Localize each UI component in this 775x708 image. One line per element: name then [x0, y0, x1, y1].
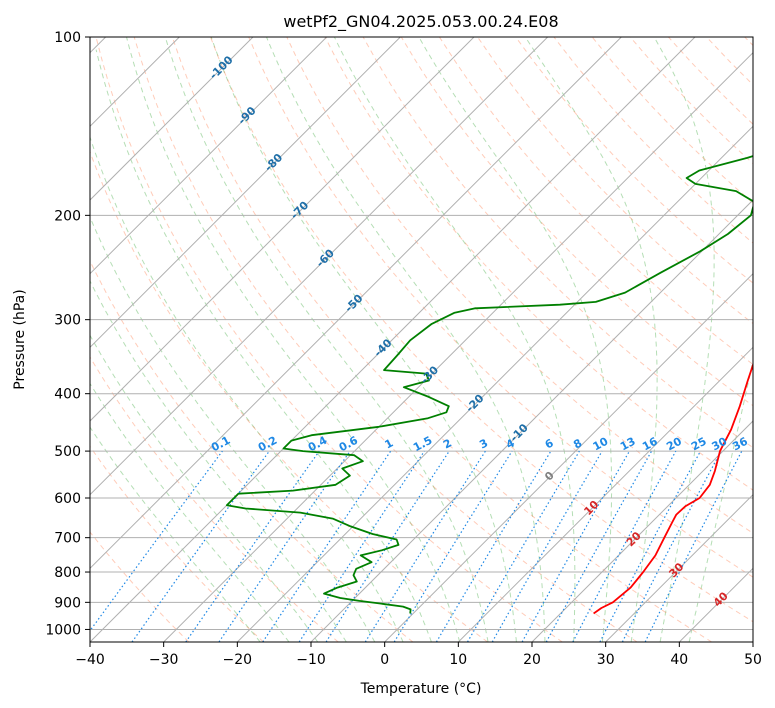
moist-adiabat [333, 37, 576, 642]
moist-adiabat [164, 37, 489, 642]
dewpoint-line [225, 155, 753, 614]
dry-adiabat [90, 150, 488, 642]
moist-adiabat [126, 37, 461, 642]
dry-adiabat [210, 37, 753, 623]
isotherm-line [90, 37, 549, 496]
isotherm-line [457, 346, 753, 642]
mixing-ratio-line [572, 450, 677, 642]
x-tick-label: 0 [380, 652, 389, 668]
x-tick-label: 30 [597, 652, 615, 668]
isotherms [90, 37, 753, 642]
chart-title: wetPf2_GN04.2025.053.00.24.E08 [283, 12, 558, 32]
isotherm-line [384, 272, 753, 642]
y-tick-label: 500 [54, 444, 81, 460]
dry-adiabat [400, 37, 753, 407]
moist-adiabat [653, 37, 715, 642]
temperature-line [593, 361, 753, 615]
moist-adiabat [95, 49, 432, 642]
x-tick-label: −30 [149, 652, 179, 668]
mixing-ratio-line [393, 450, 513, 642]
mixing-ratio-line [521, 450, 631, 642]
moist-adiabat [90, 135, 404, 642]
mixing-ratio-label: 30 [710, 435, 730, 454]
mixing-ratio-line [90, 450, 223, 632]
isotherm-line [236, 125, 753, 642]
mixing-ratio-line [325, 450, 450, 642]
x-axis-label: Temperature (°C) [360, 681, 482, 697]
x-tick-label: 40 [670, 652, 688, 668]
profile-lines [225, 155, 753, 615]
y-tick-label: 300 [54, 313, 81, 329]
mixing-ratio-label: 13 [618, 435, 638, 454]
dry-adiabat [438, 37, 753, 366]
mixing-ratio-label: 16 [640, 435, 660, 454]
dry-adiabat [90, 445, 264, 642]
y-axis-label: Pressure (hPa) [12, 289, 28, 389]
y-tick-label: 600 [54, 491, 81, 507]
x-tick-label: −10 [296, 652, 326, 668]
x-tick-label: 10 [449, 652, 467, 668]
moist-adiabat [90, 426, 261, 642]
mixing-ratio-label: 20 [664, 435, 684, 454]
y-tick-label: 1000 [45, 622, 81, 638]
mixing-ratio-line [545, 450, 653, 642]
y-tick-label: 700 [54, 531, 81, 547]
plot-frame [89, 36, 754, 643]
y-tick-label: 800 [54, 565, 81, 581]
isotherm-line [605, 493, 753, 642]
y-tick-label: 200 [54, 208, 81, 224]
x-tick-label: 50 [744, 652, 762, 668]
mixing-ratio-label: 25 [689, 435, 709, 454]
x-tick-label: 20 [523, 652, 541, 668]
isotherm-line [90, 37, 622, 570]
mixing-ratio-line [644, 450, 743, 642]
plot-area [90, 37, 753, 642]
dry-adiabat [248, 37, 753, 578]
isotherm-line [163, 51, 753, 642]
x-axis: −40 −30 −20 −10 0 10 20 30 40 50 [75, 642, 762, 668]
mixing-ratio-line [218, 450, 351, 642]
moist-adiabat [266, 37, 546, 642]
moist-adiabat [210, 37, 517, 642]
x-tick-label: −20 [223, 652, 253, 668]
dry-adiabat [90, 531, 190, 642]
mixing-ratio-line [298, 450, 425, 642]
y-tick-label: 400 [54, 387, 81, 403]
isotherm-line [90, 37, 328, 275]
isotherm-line [531, 420, 753, 642]
moist-adiabat [418, 37, 613, 642]
mixing-ratio-line [262, 450, 392, 642]
mixing-ratio-line [185, 450, 320, 642]
y-tick-label: 100 [54, 30, 81, 46]
moist-adiabat [524, 37, 658, 642]
isotherm-line [90, 37, 254, 201]
isotherm-line [90, 37, 696, 642]
y-tick-label: 900 [54, 595, 81, 611]
mixing-ratio-line [131, 450, 270, 642]
y-axis: 1000 900 800 700 600 500 400 300 200 100 [45, 30, 90, 638]
moist-adiabat [90, 279, 347, 642]
dry-adiabat [133, 37, 638, 642]
dry-adiabat [95, 37, 563, 642]
dry-adiabat [90, 356, 339, 642]
isotherm-line [90, 37, 401, 349]
mixing-ratio-label: 10 [591, 435, 611, 454]
isotherm-line [90, 37, 475, 422]
dry-adiabat [515, 37, 753, 284]
isotherm-line [310, 199, 753, 642]
mixing-ratio-label: 36 [730, 435, 750, 454]
mixing-ratio-lines [90, 450, 743, 642]
x-tick-label: −40 [75, 652, 105, 668]
dry-adiabat [171, 37, 712, 642]
